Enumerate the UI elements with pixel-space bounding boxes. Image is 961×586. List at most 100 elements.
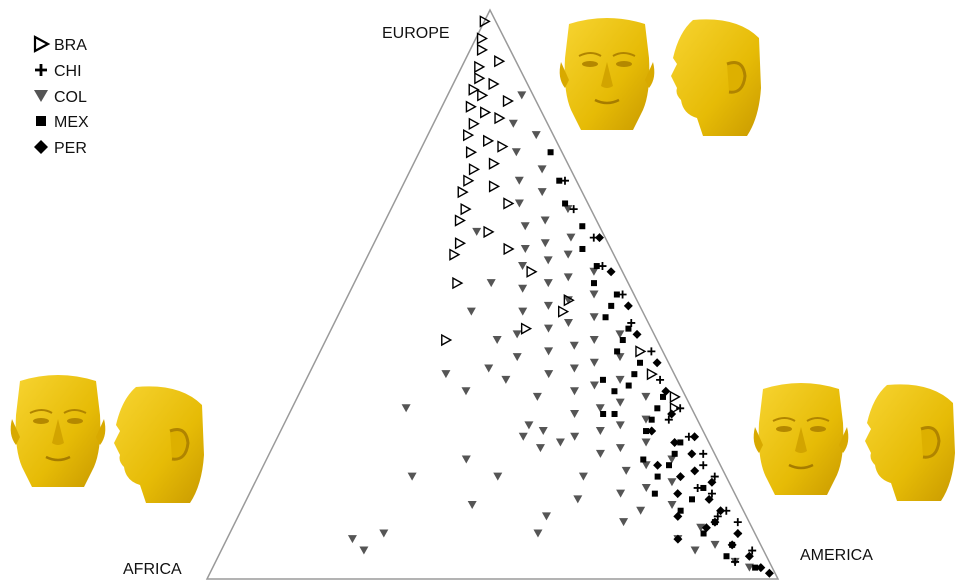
point-bra-0 bbox=[479, 15, 491, 28]
legend-label-col: COL bbox=[54, 89, 87, 106]
point-col-90 bbox=[538, 427, 548, 436]
point-col-84 bbox=[486, 279, 496, 288]
point-col-10 bbox=[520, 222, 530, 231]
face-africa-front bbox=[9, 373, 107, 489]
point-per-18 bbox=[764, 568, 774, 578]
point-col-85 bbox=[472, 227, 482, 236]
point-col-91 bbox=[518, 432, 528, 441]
point-mex-16 bbox=[660, 393, 666, 400]
point-bra-5 bbox=[468, 83, 480, 96]
point-col-57 bbox=[573, 495, 583, 504]
point-bra-36 bbox=[558, 305, 570, 318]
point-col-81 bbox=[461, 387, 471, 396]
point-col-29 bbox=[589, 336, 599, 345]
point-mex-36 bbox=[599, 376, 606, 383]
point-bra-12 bbox=[465, 146, 478, 159]
face-america-front bbox=[752, 381, 850, 497]
point-chi-7 bbox=[684, 432, 693, 441]
point-mex-6 bbox=[590, 280, 597, 287]
point-col-92 bbox=[535, 444, 545, 453]
point-col-39 bbox=[641, 392, 651, 401]
vertex-label-europe: EUROPE bbox=[382, 25, 450, 42]
point-col-86 bbox=[512, 330, 522, 339]
point-col-87 bbox=[512, 353, 522, 362]
point-bra-6 bbox=[477, 89, 489, 102]
point-col-80 bbox=[484, 364, 494, 373]
point-mex-31 bbox=[752, 564, 759, 571]
point-chi-15 bbox=[748, 546, 757, 555]
point-col-88 bbox=[501, 375, 511, 384]
point-col-21 bbox=[589, 290, 599, 299]
point-chi-17 bbox=[560, 176, 569, 185]
point-bra-9 bbox=[468, 117, 480, 130]
point-bra-31 bbox=[488, 77, 500, 91]
point-per-22 bbox=[673, 511, 683, 521]
point-mex-21 bbox=[671, 450, 678, 457]
point-col-37 bbox=[589, 381, 599, 390]
point-per-9 bbox=[690, 466, 700, 476]
point-chi-2 bbox=[618, 290, 627, 299]
point-mex-19 bbox=[643, 428, 650, 435]
point-mex-9 bbox=[602, 314, 609, 321]
point-chi-12 bbox=[722, 506, 731, 515]
point-col-32 bbox=[615, 353, 625, 362]
point-per-7 bbox=[690, 432, 700, 442]
point-col-26 bbox=[563, 318, 573, 327]
point-chi-0 bbox=[589, 233, 598, 242]
point-bra-8 bbox=[480, 106, 492, 119]
point-bra-3 bbox=[474, 60, 486, 74]
point-col-34 bbox=[569, 364, 579, 373]
legend-label-bra: BRA bbox=[54, 37, 87, 54]
point-col-63 bbox=[533, 529, 543, 538]
point-col-17 bbox=[589, 267, 599, 276]
point-bra-34 bbox=[488, 180, 501, 193]
point-chi-13 bbox=[733, 518, 742, 527]
point-bra-38 bbox=[494, 55, 506, 68]
point-per-3 bbox=[632, 329, 642, 339]
point-mex-7 bbox=[613, 291, 620, 298]
point-col-3 bbox=[511, 148, 521, 157]
point-col-77 bbox=[347, 535, 357, 544]
point-per-5 bbox=[661, 386, 671, 396]
point-bra-22 bbox=[449, 248, 461, 261]
point-col-53 bbox=[578, 472, 588, 481]
point-col-36 bbox=[615, 375, 625, 384]
point-chi-4 bbox=[647, 347, 656, 356]
legend-item-per: PER bbox=[34, 140, 87, 157]
point-col-58 bbox=[667, 501, 677, 510]
point-mex-24 bbox=[700, 484, 707, 491]
point-col-40 bbox=[615, 398, 625, 407]
point-bra-17 bbox=[503, 197, 515, 210]
point-col-47 bbox=[641, 438, 651, 447]
point-col-38 bbox=[569, 387, 579, 396]
point-per-15 bbox=[727, 540, 737, 550]
point-col-30 bbox=[569, 341, 579, 350]
point-col-78 bbox=[359, 546, 369, 555]
point-mex-14 bbox=[631, 371, 638, 378]
point-per-26 bbox=[701, 523, 711, 533]
point-chi-1 bbox=[598, 262, 607, 271]
point-bra-35 bbox=[503, 242, 515, 256]
point-chi-11 bbox=[707, 489, 716, 498]
point-bra-7 bbox=[465, 100, 477, 113]
point-col-28 bbox=[615, 330, 625, 339]
point-bra-15 bbox=[463, 174, 475, 187]
point-mex-17 bbox=[654, 405, 661, 412]
point-chi-14 bbox=[733, 529, 742, 538]
point-mex-18 bbox=[648, 416, 655, 423]
point-col-52 bbox=[621, 466, 631, 475]
point-chi-18 bbox=[569, 205, 578, 214]
point-col-0 bbox=[517, 91, 527, 100]
vertex-label-africa: AFRICA bbox=[123, 561, 182, 578]
legend-marker-chi bbox=[35, 64, 47, 76]
face-europe-front bbox=[558, 16, 656, 132]
face-america-profile bbox=[863, 382, 957, 503]
point-col-68 bbox=[744, 563, 754, 572]
point-col-1 bbox=[508, 119, 518, 128]
point-mex-1 bbox=[556, 177, 563, 184]
point-col-25 bbox=[589, 313, 599, 322]
point-mex-33 bbox=[611, 410, 618, 417]
point-col-50 bbox=[667, 455, 677, 464]
legend-label-mex: MEX bbox=[54, 114, 89, 131]
point-mex-26 bbox=[677, 507, 684, 514]
